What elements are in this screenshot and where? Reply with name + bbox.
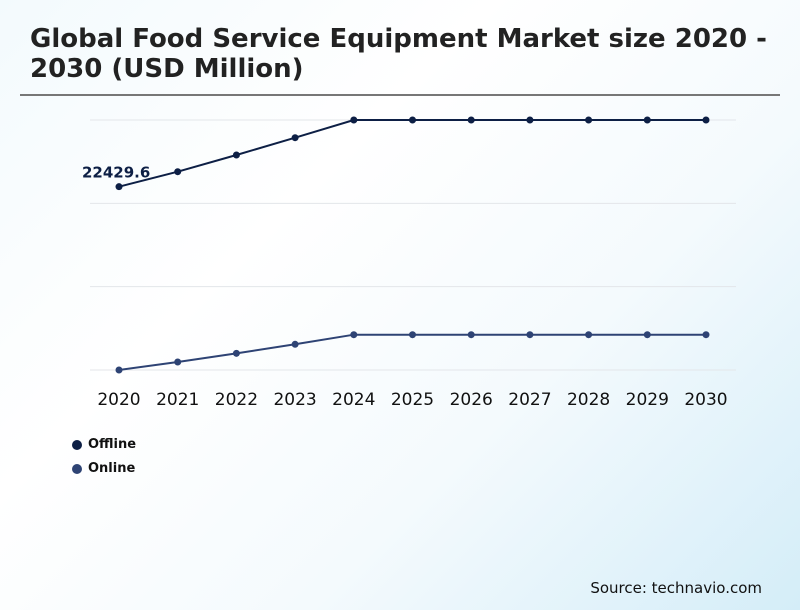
data-point-online	[174, 358, 182, 366]
data-label: 22429.6	[82, 164, 150, 182]
data-point-online	[526, 331, 534, 339]
data-point-offline	[291, 134, 299, 142]
data-point-offline	[702, 116, 710, 124]
x-tick-label: 2027	[508, 390, 551, 410]
x-tick-label: 2022	[215, 390, 258, 410]
series-line-online	[118, 333, 706, 371]
legend-label-online: Online	[88, 461, 136, 476]
data-point-online	[467, 331, 475, 339]
data-point-offline	[350, 116, 358, 124]
data-point-offline	[232, 151, 240, 159]
data-point-online	[409, 331, 416, 339]
x-tick-label: 2023	[273, 390, 316, 410]
data-point-offline	[585, 116, 593, 124]
x-tick-label: 2028	[567, 390, 610, 410]
chart-title: Global Food Service Equipment Market siz…	[30, 24, 767, 84]
x-tick-label: 2030	[684, 390, 727, 410]
x-tick-label: 2024	[332, 390, 375, 410]
data-point-online	[115, 366, 123, 374]
series-line-offline	[118, 119, 706, 188]
data-point-online	[702, 331, 710, 339]
data-point-offline	[115, 183, 123, 191]
source-credit: Source: technavio.com	[590, 579, 762, 597]
title-divider	[20, 94, 780, 96]
data-point-offline	[467, 116, 475, 124]
x-tick-label: 2026	[450, 390, 493, 410]
legend-label-offline: Offline	[88, 437, 137, 452]
x-tick-label: 2021	[156, 390, 199, 410]
data-point-offline	[643, 116, 651, 124]
data-point-offline	[174, 168, 182, 176]
legend-item-offline[interactable]: Offline	[72, 437, 136, 452]
data-point-online	[232, 349, 240, 357]
x-tick-label: 2029	[626, 390, 669, 410]
data-point-offline	[409, 116, 416, 124]
data-point-online	[291, 340, 299, 348]
legend-marker-online	[72, 463, 82, 474]
legend-marker-offline	[72, 439, 82, 450]
data-point-offline	[526, 116, 534, 124]
legend-item-online[interactable]: Online	[72, 461, 135, 476]
data-point-online	[350, 331, 358, 339]
data-point-online	[585, 331, 593, 339]
data-point-online	[643, 331, 651, 339]
x-tick-label: 2025	[391, 390, 434, 410]
x-tick-label: 2020	[97, 390, 140, 410]
